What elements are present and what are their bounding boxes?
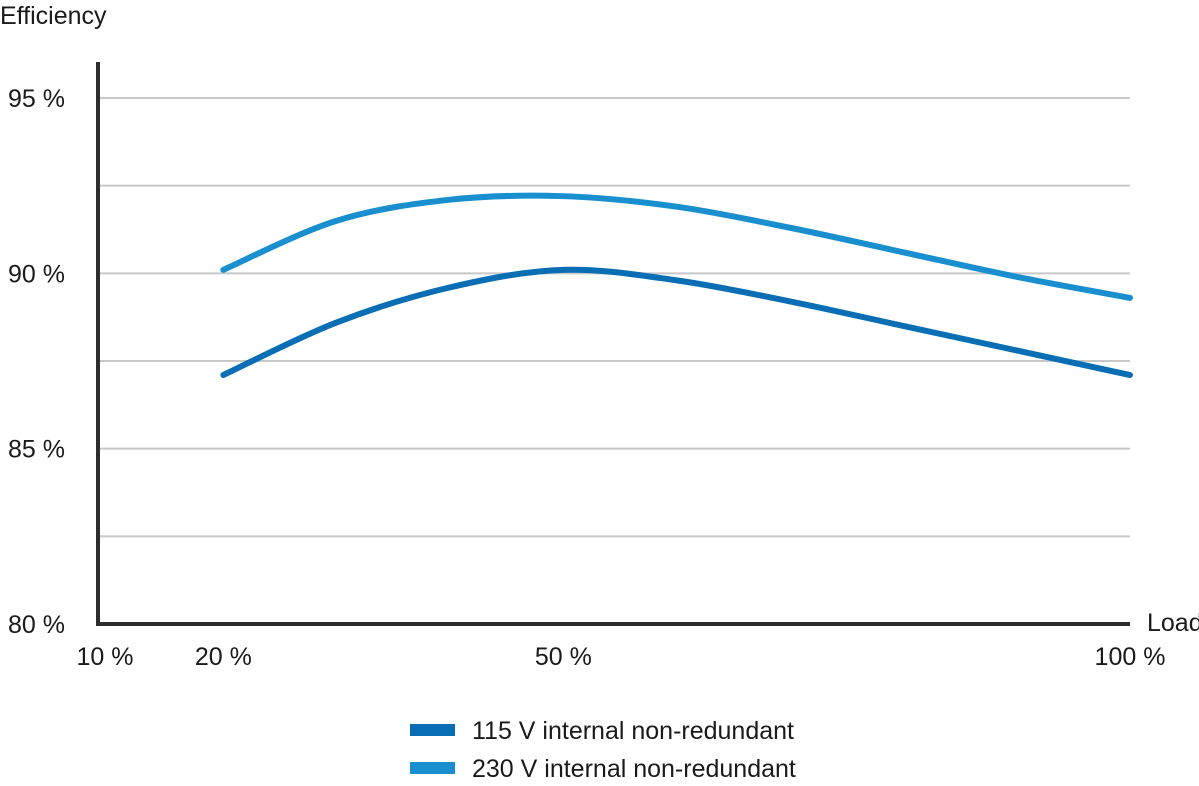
y-tick-label: 80 % [8, 611, 65, 639]
y-tick-label: 95 % [8, 85, 65, 113]
legend-label: 230 V internal non-redundant [472, 755, 796, 781]
series-line-230v [220, 192, 1133, 301]
x-axis-label: Load [1147, 609, 1199, 637]
series-line-115v [220, 266, 1133, 379]
legend-label: 115 V internal non-redundant [472, 717, 794, 745]
x-tick-label: 100 % [1095, 643, 1166, 671]
x-tick-label: 20 % [195, 643, 252, 671]
y-tick-label: 85 % [8, 436, 65, 464]
x-tick-label: 10 % [77, 643, 134, 671]
y-tick-label: 90 % [8, 260, 65, 288]
legend-swatch [410, 724, 455, 736]
legend-swatch [410, 762, 455, 774]
y-axis-label: Efficiency [0, 2, 107, 30]
x-tick-label: 50 % [535, 643, 592, 671]
